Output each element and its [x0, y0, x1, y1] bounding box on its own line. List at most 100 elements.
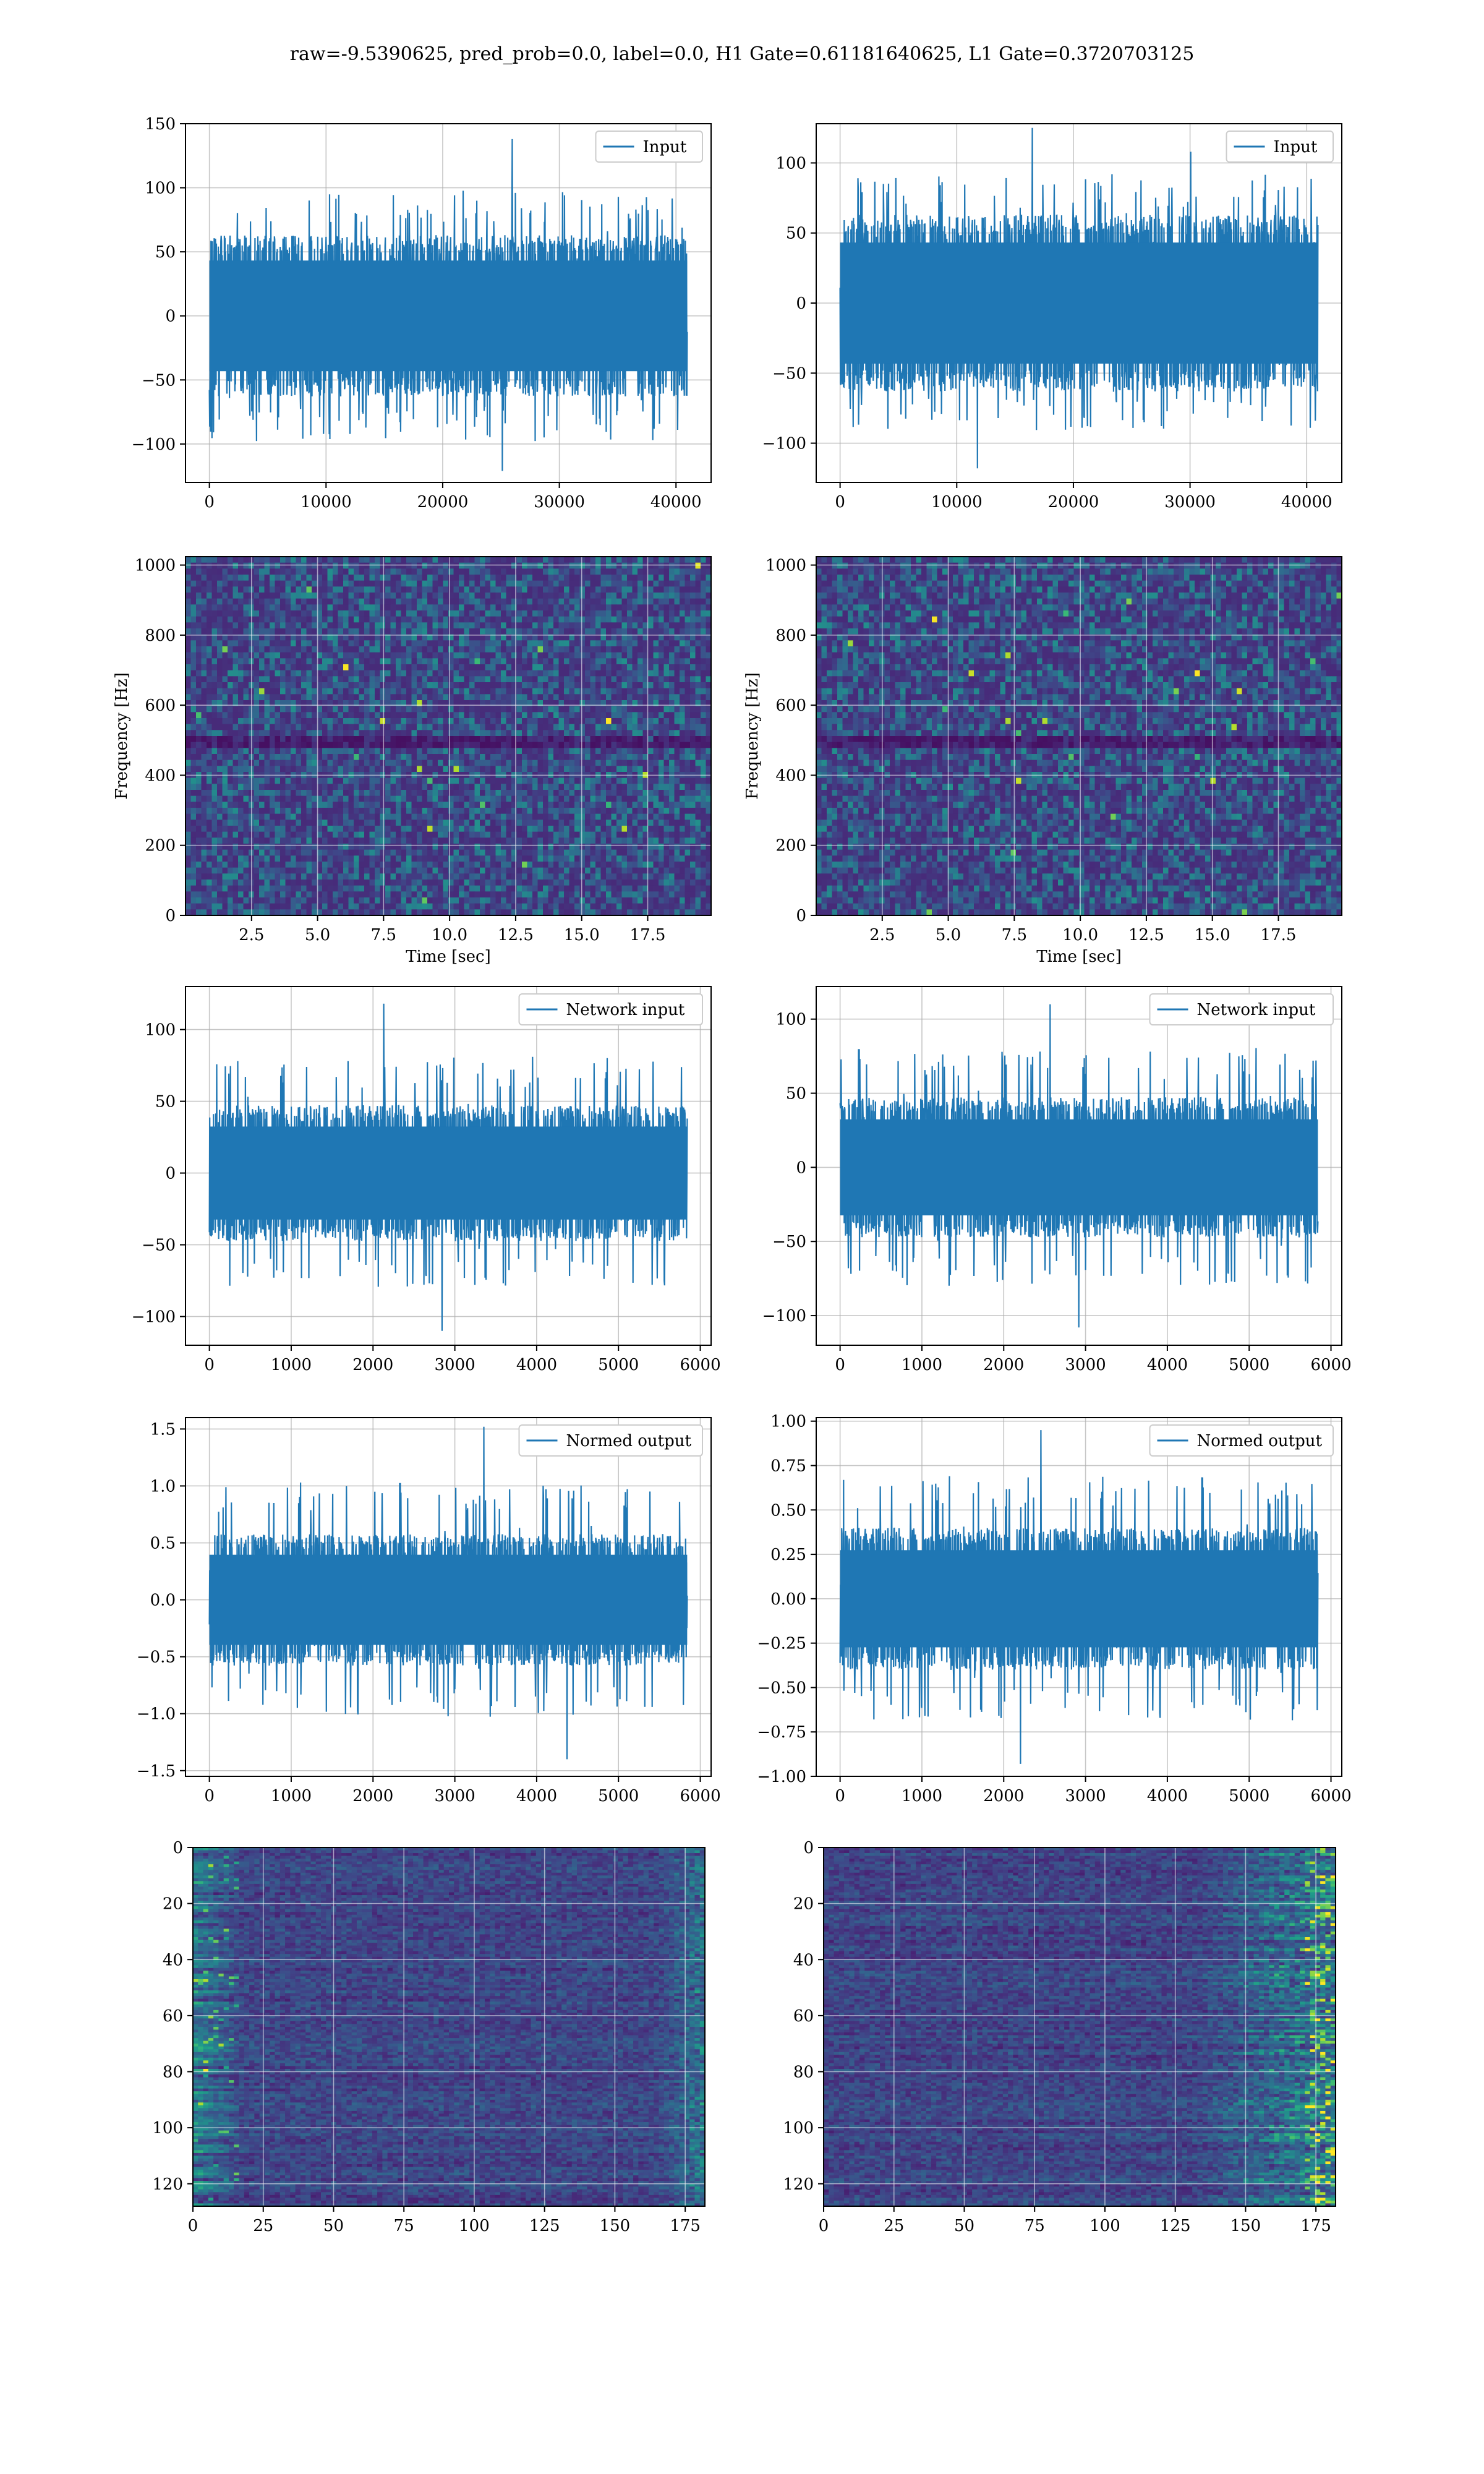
x-tick-label: 5.0 [936, 926, 961, 944]
y-tick-label: 800 [775, 627, 806, 645]
x-tick-label: 20000 [1048, 493, 1099, 511]
y-tick-label: 1000 [135, 557, 176, 575]
x-tick-label: 30000 [534, 493, 585, 511]
heatmap-cells [816, 557, 1342, 916]
x-tick-label: 0 [204, 1356, 215, 1374]
y-tick-label: 1.5 [150, 1420, 176, 1439]
y-tick-label: 200 [775, 837, 806, 855]
x-tick-label: 15.0 [1195, 926, 1230, 944]
y-tick-label: −0.75 [757, 1723, 806, 1742]
x-tick-label: 175 [1300, 2217, 1331, 2235]
x-tick-label: 2000 [983, 1356, 1024, 1374]
x-tick-label: 40000 [650, 493, 702, 511]
legend-label: Input [1274, 138, 1318, 156]
signal-core [209, 260, 688, 372]
legend-label: Input [643, 138, 687, 156]
normed-output-l1-chart: 0 1000 2000 3000 4000 5000 6000 −1.00 −0.75 −0.50… [757, 1413, 1351, 1805]
network-input-l1-chart: 0 1000 2000 3000 4000 5000 6000 −100 −50 0 50 100 Ne… [762, 986, 1352, 1374]
y-tick-label: 1000 [765, 557, 806, 575]
x-tick-label: 4000 [516, 1787, 557, 1805]
y-tick-label: 60 [793, 2007, 814, 2026]
y-tick-label: 1.0 [150, 1477, 176, 1496]
y-tick-label: 0 [796, 1158, 806, 1177]
y-tick-label: 1.00 [770, 1413, 806, 1431]
x-tick-label: 150 [1230, 2217, 1261, 2235]
x-tick-label: 1000 [271, 1787, 312, 1805]
y-axis-label: Frequency [Hz] [743, 672, 762, 800]
x-tick-label: 2000 [352, 1356, 393, 1374]
x-tick-label: 6000 [680, 1356, 720, 1374]
y-tick-label: 150 [145, 115, 176, 134]
legend-label: Normed output [566, 1432, 692, 1450]
y-tick-label: 100 [783, 2119, 814, 2138]
x-tick-label: 6000 [1310, 1787, 1351, 1805]
x-tick-label: 30000 [1164, 493, 1216, 511]
x-tick-label: 10.0 [432, 926, 467, 944]
y-tick-label: 0.50 [770, 1501, 806, 1520]
y-tick-label: 0.0 [150, 1591, 176, 1610]
x-tick-label: 25 [884, 2217, 904, 2235]
y-tick-label: 50 [155, 243, 176, 262]
network-input-h1-chart: 0 1000 2000 3000 4000 5000 6000 −100 −50 0 50 100 Ne… [132, 986, 721, 1374]
y-tick-label: −1.00 [757, 1768, 806, 1786]
y-axis-label: Frequency [Hz] [113, 672, 131, 800]
y-tick-label: 80 [793, 2063, 814, 2082]
x-tick-label: 6000 [680, 1787, 720, 1805]
y-tick-label: 40 [793, 1951, 814, 1969]
spectrogram-l1-chart: 2.5 5.0 7.5 10.0 12.5 15.0 17.5 0 200 400 600 800 10… [743, 556, 1342, 966]
x-tick-label: 0 [819, 2217, 829, 2235]
spectrogram-h1-chart: 2.5 5.0 7.5 10.0 12.5 15.0 17.5 0 200 400 600 800 10… [113, 556, 712, 966]
legend-label: Network input [1197, 1001, 1316, 1019]
input-h1-chart: 0 10000 20000 30000 40000 −100 −50 0 50 100 150 Inp… [132, 115, 712, 511]
axes-frame [816, 986, 1342, 1346]
y-tick-label: −0.25 [757, 1635, 806, 1653]
x-tick-label: 5000 [598, 1356, 639, 1374]
x-tick-label: 5000 [1229, 1787, 1269, 1805]
y-tick-label: 100 [152, 2119, 183, 2138]
x-tick-label: 75 [1025, 2217, 1045, 2235]
x-tick-label: 125 [529, 2217, 560, 2235]
y-tick-label: 100 [775, 1011, 806, 1029]
y-tick-label: 600 [775, 696, 806, 715]
x-tick-label: 100 [1090, 2217, 1120, 2235]
x-tick-label: 7.5 [371, 926, 396, 944]
legend-box [1149, 993, 1334, 1025]
signal-core [840, 1119, 1318, 1216]
y-tick-label: −50 [142, 1236, 176, 1255]
x-tick-label: 3000 [1065, 1787, 1106, 1805]
y-tick-label: −100 [132, 435, 176, 454]
x-tick-label: 17.5 [1261, 926, 1297, 944]
x-tick-label: 0 [835, 1356, 845, 1374]
axes-frame [816, 556, 1342, 916]
x-tick-label: 3000 [1065, 1356, 1106, 1374]
x-tick-label: 0 [835, 493, 845, 511]
y-tick-label: −100 [762, 435, 806, 453]
y-tick-label: 120 [152, 2175, 183, 2194]
x-tick-label: 3000 [434, 1787, 475, 1805]
y-tick-label: −1.0 [137, 1705, 176, 1724]
x-tick-label: 1000 [902, 1356, 942, 1374]
x-tick-label: 5000 [598, 1787, 639, 1805]
x-tick-label: 2000 [352, 1787, 393, 1805]
y-tick-label: 400 [775, 766, 806, 785]
y-tick-label: 60 [163, 2007, 183, 2026]
y-tick-label: 0 [165, 907, 176, 925]
y-tick-label: 0 [796, 907, 806, 925]
x-tick-label: 75 [394, 2217, 414, 2235]
y-tick-label: −100 [762, 1307, 806, 1325]
x-tick-label: 1000 [271, 1356, 312, 1374]
axes-frame [185, 556, 712, 916]
x-tick-label: 2.5 [239, 926, 264, 944]
x-tick-label: 2000 [983, 1787, 1024, 1805]
x-tick-label: 5000 [1229, 1356, 1269, 1374]
x-tick-label: 0 [188, 2217, 198, 2235]
y-tick-label: 0 [796, 294, 806, 313]
x-tick-label: 50 [323, 2217, 344, 2235]
y-tick-label: 600 [145, 696, 176, 715]
normed-output-h1-chart: 0 1000 2000 3000 4000 5000 6000 −1.5 −1.0 −0.5 0.0… [137, 1417, 721, 1805]
x-tick-label: 175 [670, 2217, 701, 2235]
y-tick-label: 120 [783, 2175, 814, 2194]
x-tick-label: 0 [204, 1787, 215, 1805]
y-tick-label: 20 [163, 1895, 183, 1914]
x-tick-label: 10000 [931, 493, 983, 511]
